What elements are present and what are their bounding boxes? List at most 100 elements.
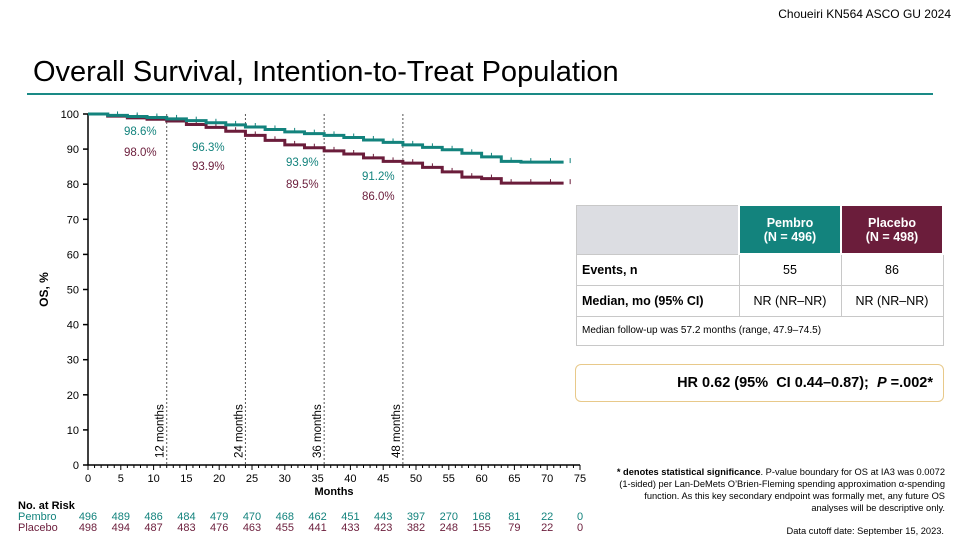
at-risk-value: 423 [374,522,392,534]
y-tick-label: 60 [67,249,79,261]
page-title: Overall Survival, Intention-to-Treat Pop… [33,56,619,88]
results-table: Pembro (N = 496) Placebo (N = 498) Event… [576,204,944,346]
at-risk-value: 270 [440,511,458,523]
placebo-curve [88,112,564,185]
y-tick-label: 30 [67,355,79,367]
at-risk-value: 489 [112,511,130,523]
x-tick-label: 35 [311,473,323,485]
hr-text: HR 0.62 (95% CI 0.44–0.87); [677,375,877,391]
pembro-header: Pembro (N = 496) [738,204,842,255]
placebo-rate-24: 93.9% [192,161,225,173]
events-label: Events, n [576,253,740,286]
at-risk-value: 486 [144,511,162,523]
at-risk-row-label-placebo: Placebo [18,522,58,534]
hazard-ratio-box: HR 0.62 (95% CI 0.44–0.87); P =.002* [575,364,944,402]
at-risk-value: 443 [374,511,392,523]
at-risk-title: No. at Risk [18,500,76,512]
placebo-rate-36: 89.5% [286,179,319,191]
at-risk-value: 248 [440,522,458,534]
landmark-label-48: 48 months [391,404,403,458]
at-risk-value: 0 [577,511,583,523]
y-tick-label: 70 [67,214,79,226]
y-tick-label: 80 [67,179,79,191]
y-tick-label: 40 [67,320,79,332]
at-risk-value: 498 [79,522,97,534]
x-tick-label: 25 [246,473,258,485]
at-risk-value: 496 [79,511,97,523]
y-tick-label: 0 [73,460,79,472]
x-tick-label: 70 [541,473,553,485]
x-tick-label: 0 [85,473,91,485]
at-risk-value: 22 [541,511,553,523]
x-tick-label: 50 [410,473,422,485]
pembro-header-name: Pembro [766,215,814,230]
placebo-header: Placebo (N = 498) [840,204,944,255]
landmark-label-36: 36 months [312,404,324,458]
at-risk-value: 397 [407,511,425,523]
table-corner [576,204,740,255]
at-risk-value: 22 [541,522,553,534]
footnote: * denotes statistical significance. P-va… [615,466,945,514]
at-risk-value: 463 [243,522,261,534]
x-tick-label: 60 [475,473,487,485]
followup-note: Median follow-up was 57.2 months (range,… [576,315,944,346]
at-risk-value: 470 [243,511,261,523]
placebo-header-n: (N = 498) [865,229,919,244]
at-risk-row-label-pembro: Pembro [18,511,57,523]
pembro-header-n: (N = 496) [763,229,817,244]
x-tick-label: 30 [279,473,291,485]
placebo-rate-12: 98.0% [124,147,157,159]
p-value: =.002* [886,375,933,391]
source-citation: Choueiri KN564 ASCO GU 2024 [778,7,951,21]
at-risk-value: 441 [308,522,326,534]
at-risk-value: 484 [177,511,195,523]
at-risk-value: 455 [276,522,294,534]
at-risk-value: 382 [407,522,425,534]
at-risk-value: 462 [308,511,326,523]
x-tick-label: 20 [213,473,225,485]
p-label: P [876,375,887,391]
x-tick-label: 40 [344,473,356,485]
x-tick-label: 55 [443,473,455,485]
data-cutoff: Data cutoff date: September 15, 2023. [786,526,944,536]
landmark-label-24: 24 months [233,404,245,458]
events-placebo: 86 [840,253,944,286]
events-pembro: 55 [738,253,842,286]
pembro-curve [88,112,564,164]
x-tick-label: 10 [147,473,159,485]
y-tick-label: 90 [67,144,79,156]
pembro-rate-48: 91.2% [362,171,395,183]
at-risk-value: 81 [508,511,520,523]
title-divider [27,93,933,95]
y-tick-label: 10 [67,425,79,437]
at-risk-value: 79 [508,522,520,534]
at-risk-value: 155 [472,522,490,534]
x-tick-label: 45 [377,473,389,485]
y-tick-label: 20 [67,390,79,402]
median-placebo: NR (NR–NR) [840,284,944,317]
pembro-rate-36: 93.9% [286,157,319,169]
y-tick-label: 50 [67,285,79,297]
at-risk-value: 494 [112,522,130,534]
at-risk-value: 468 [276,511,294,523]
y-tick-label: 100 [61,109,79,121]
x-tick-label: 15 [180,473,192,485]
x-tick-label: 5 [118,473,124,485]
at-risk-value: 479 [210,511,228,523]
landmark-label-12: 12 months [155,404,167,458]
placebo-header-name: Placebo [868,215,916,230]
at-risk-value: 168 [472,511,490,523]
footnote-text: . P-value boundary for OS at IA3 was 0.0… [619,467,945,513]
at-risk-value: 433 [341,522,359,534]
pembro-rate-24: 96.3% [192,142,225,154]
y-axis-label: OS, % [37,272,51,307]
placebo-rate-48: 86.0% [362,191,395,203]
at-risk-value: 483 [177,522,195,534]
x-tick-label: 75 [574,473,586,485]
median-pembro: NR (NR–NR) [738,284,842,317]
at-risk-value: 0 [577,522,583,534]
pembro-rate-12: 98.6% [124,126,157,138]
x-axis-label: Months [314,486,353,498]
at-risk-value: 451 [341,511,359,523]
